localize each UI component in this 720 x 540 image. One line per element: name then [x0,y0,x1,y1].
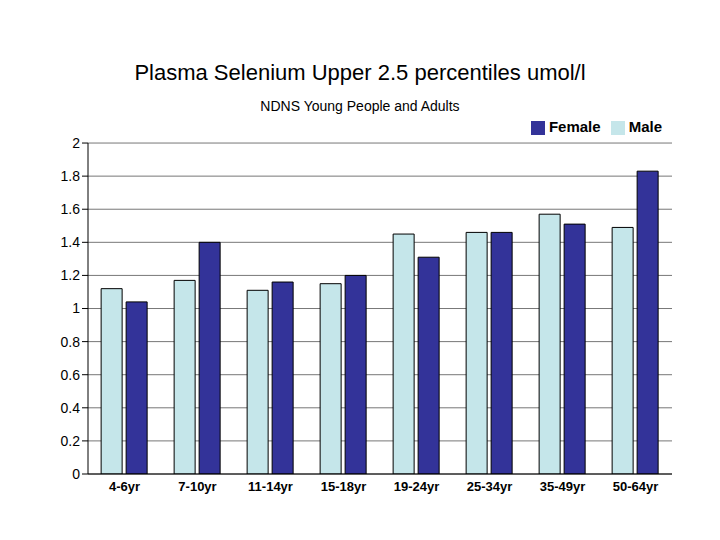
html-text:Male: Male [628,118,662,135]
svg-text:0.2: 0.2 [61,433,81,449]
html-text:Plasma Selenium Upper 2.5 perc: Plasma Selenium Upper 2.5 percentiles um… [134,60,586,85]
svg-text:1.4: 1.4 [61,234,81,250]
svg-text:7-10yr: 7-10yr [178,479,216,494]
svg-text:1.8: 1.8 [61,168,81,184]
svg-text:19-24yr: 19-24yr [394,479,440,494]
svg-text:11-14yr: 11-14yr [248,479,293,494]
svg-text:0.6: 0.6 [61,367,81,383]
svg-text:50-64yr: 50-64yr [613,479,659,494]
svg-text:2: 2 [72,135,80,151]
svg-text:4-6yr: 4-6yr [109,479,140,494]
svg-text:15-18yr: 15-18yr [321,479,367,494]
svg-text:35-49yr: 35-49yr [540,479,586,494]
svg-text:0.8: 0.8 [61,334,81,350]
svg-text:1.2: 1.2 [61,267,81,283]
svg-text:0.4: 0.4 [61,400,81,416]
svg-text:25-34yr: 25-34yr [467,479,513,494]
svg-text:0: 0 [72,466,80,482]
svg-text:1.6: 1.6 [61,201,81,217]
html-text:NDNS Young People and Adults: NDNS Young People and Adults [260,98,460,114]
svg-text:1: 1 [72,300,80,316]
html-text:Female: Female [548,118,601,135]
